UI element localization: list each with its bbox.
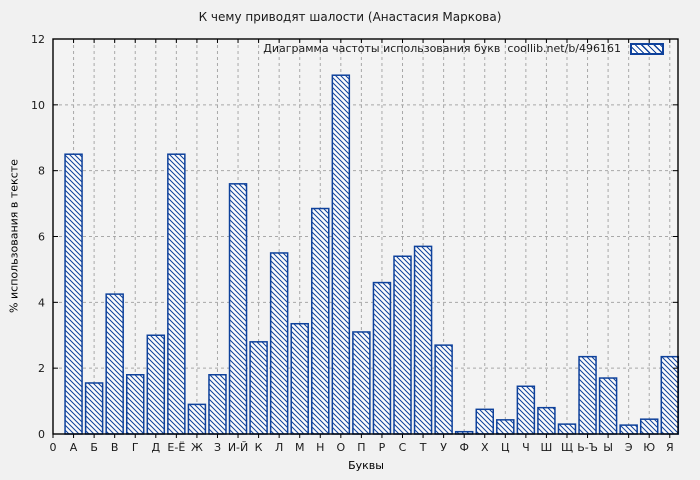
- x-tick-label: Ф: [459, 441, 468, 454]
- bar-А: [64, 153, 83, 435]
- x-axis-title: Буквы: [348, 459, 384, 472]
- bar-Ч: [516, 385, 536, 435]
- x-tick-label: Ы: [603, 441, 613, 454]
- y-axis-title: % использования в тексте: [7, 159, 21, 313]
- y-tick-label: 8: [38, 165, 45, 178]
- x-tick-label: И-Й: [228, 441, 248, 454]
- bar-Н: [311, 207, 330, 435]
- x-tick-label: Х: [481, 441, 489, 454]
- x-tick-label: З: [214, 441, 221, 454]
- x-tick-label: Н: [316, 441, 324, 454]
- chart-title: К чему приводят шалости (Анастасия Марко…: [198, 10, 502, 24]
- x-tick-label: К: [255, 441, 263, 454]
- x-tick-label: Ч: [522, 441, 530, 454]
- bar-Э: [619, 424, 638, 435]
- bar-Д: [146, 334, 166, 435]
- legend: Диаграмма частоты использования букв coo…: [263, 42, 664, 55]
- bar-Х: [475, 408, 494, 435]
- y-tick-label: 12: [31, 33, 45, 46]
- legend-label: Диаграмма частоты использования букв coo…: [263, 42, 621, 55]
- bar-Ю: [639, 418, 659, 435]
- bar-О: [331, 74, 351, 435]
- bar-В: [105, 293, 124, 435]
- x-tick-label: О: [336, 441, 345, 454]
- x-tick-label: Ж: [191, 441, 203, 454]
- x-tick-label: Г: [132, 441, 139, 454]
- x-tick-label: А: [70, 441, 78, 454]
- y-tick-label: 10: [31, 99, 45, 112]
- tick-labels: 0 А Б В Г Д Е-Ё Ж З И-Й К Л М Н О П Р С Т У Ф Х Ц Ч Ш Щ Ь-Ъ Ы Э Ю Я024…: [31, 33, 674, 454]
- bar-Т: [413, 245, 433, 435]
- bar-И-Й: [228, 183, 248, 435]
- x-tick-label: У: [440, 441, 447, 454]
- x-origin-tick-label: 0: [50, 441, 57, 454]
- bar-П: [352, 331, 371, 435]
- bar-Ш: [537, 406, 556, 435]
- x-tick-label: Ю: [643, 441, 655, 454]
- bar-М: [290, 322, 309, 435]
- bar-Ж: [187, 403, 207, 435]
- x-tick-label: П: [357, 441, 365, 454]
- x-tick-label: Р: [379, 441, 386, 454]
- x-tick-label: Ц: [501, 441, 510, 454]
- bar-Ы: [598, 377, 618, 435]
- bar-Г: [125, 374, 145, 435]
- bar-Р: [372, 281, 392, 435]
- y-tick-label: 0: [38, 428, 45, 441]
- x-tick-label: В: [111, 441, 119, 454]
- bar-Л: [269, 252, 289, 435]
- bar-У: [434, 344, 453, 435]
- bar-Ц: [496, 419, 515, 435]
- x-tick-label: Л: [275, 441, 283, 454]
- x-tick-label: Щ: [561, 441, 573, 454]
- x-tick-label: Д: [151, 441, 160, 454]
- bar-З: [208, 374, 227, 435]
- bar-С: [393, 255, 412, 435]
- x-tick-label: Т: [419, 441, 427, 454]
- x-tick-label: Э: [625, 441, 633, 454]
- y-tick-label: 4: [38, 296, 45, 309]
- x-tick-label: М: [295, 441, 305, 454]
- x-tick-label: Е-Ё: [167, 441, 185, 454]
- bar-Щ: [557, 423, 577, 435]
- x-tick-label: Б: [90, 441, 98, 454]
- x-tick-label: Ь-Ъ: [577, 441, 598, 454]
- y-tick-label: 6: [38, 231, 45, 244]
- x-tick-label: Ш: [541, 441, 553, 454]
- legend-swatch-hatched-icon: [630, 42, 664, 55]
- axis-ticks: [52, 38, 678, 438]
- bar-Б: [84, 382, 104, 435]
- bar-Е-Ё: [167, 153, 186, 435]
- bar-К: [249, 341, 268, 435]
- x-tick-label: Я: [666, 441, 674, 454]
- y-tick-label: 2: [38, 362, 45, 375]
- bar-Ь-Ъ: [578, 355, 597, 435]
- x-tick-label: С: [399, 441, 407, 454]
